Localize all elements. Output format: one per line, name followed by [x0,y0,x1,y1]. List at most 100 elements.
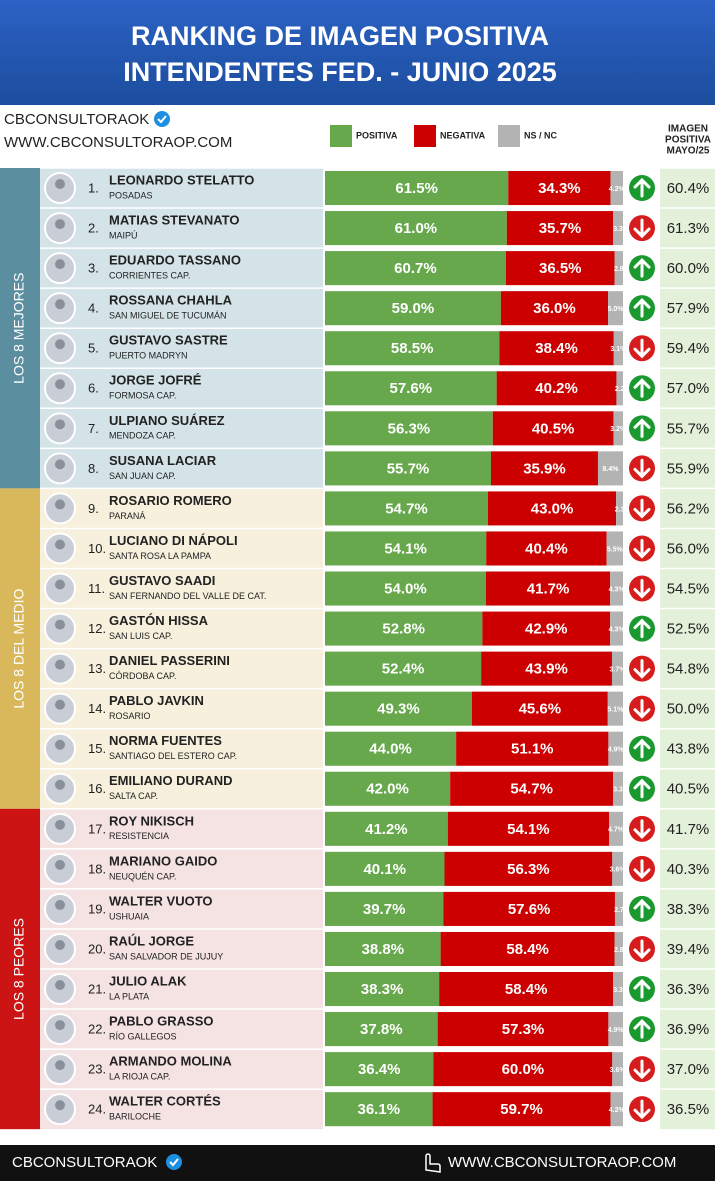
value-label: 35.7% [539,220,582,237]
value-label: 3.6% [610,1067,627,1074]
trend-arrow-glyph [633,1018,651,1039]
value-label: 57.3% [502,1021,545,1038]
trend-arrow-glyph [633,338,651,359]
value-label: 3.3 [613,787,623,794]
bar-segment [482,611,611,646]
value-label: 61.0% [395,220,438,237]
avatar-head [55,179,65,190]
value-label: 54.7% [385,500,428,517]
rank: 14. [88,701,106,716]
value-label: 37.8% [360,1021,403,1038]
mayor-name: PABLO GRASSO [109,1014,214,1029]
trend-arrow-glyph [633,699,651,719]
mayor-name: RAÚL JORGE [109,933,194,948]
bar-segment [612,851,623,886]
value-label: 38.3% [361,981,404,998]
website: WWW.CBCONSULTORAOP.COM [4,134,232,151]
value-label: 42.0% [366,781,409,798]
bar-segment [325,731,457,766]
trend-arrow-glyph [633,378,651,398]
value-label: 52.8% [382,621,425,638]
trend-arrow-glyph [633,939,651,960]
city: MAIPÚ [109,230,138,240]
bar-segment [597,451,623,486]
mayor-name: EMILIANO DURAND [109,773,233,788]
value-label: 5.1% [607,707,624,714]
previous-value: 41.7% [667,821,710,838]
trend-arrow-glyph [633,898,651,919]
value-label: 3.7% [610,666,627,673]
trend-arrow-glyph [633,458,651,479]
value-label: 2.2 [615,386,625,393]
rank: 22. [88,1022,106,1037]
mayor-name: ROY NIKISCH [109,813,194,828]
bar-segment [325,451,491,486]
mayor-name: EDUARDO TASSANO [109,253,241,268]
value-label: 42.9% [525,621,568,638]
bar-segment [614,891,623,926]
value-label: 55.7% [387,460,430,477]
value-label: 44.0% [369,741,412,758]
city: NEUQUÉN CAP. [109,871,176,881]
previous-value: 50.0% [667,701,710,718]
rank: 9. [88,501,99,516]
bar-segment [616,491,623,526]
legend-swatch [498,125,520,147]
city: SALTA CAP. [109,791,158,801]
bar-segment [481,651,612,686]
legend-label: NEGATIVA [440,130,486,140]
bar-segment [610,171,623,206]
bar-segment [433,1052,613,1087]
rank: 5. [88,341,99,356]
previous-value: 40.3% [667,861,710,878]
bar-segment [432,1092,611,1127]
mayor-name: ARMANDO MOLINA [109,1054,232,1069]
city: CORRIENTES CAP. [109,271,190,281]
rank: 23. [88,1062,106,1077]
avatar-head [55,579,65,590]
value-label: 36.1% [358,1101,401,1118]
city: USHUAIA [109,911,149,921]
bar-segment [325,771,451,806]
trend-arrow-glyph [633,859,651,879]
mayor-name: GUSTAVO SASTRE [109,333,228,348]
value-label: 3.1% [610,346,627,353]
footer-brand: CBCONSULTORAOK [12,1154,157,1171]
mayor-name: JULIO ALAK [109,973,187,988]
mayor-name: JORGE JOFRÉ [109,373,202,388]
bar-segment [325,331,500,366]
city: RÍO GALLEGOS [109,1031,177,1041]
bar-segment [447,811,609,846]
avatar-head [55,939,65,950]
trend-arrow-glyph [633,218,651,239]
rank: 13. [88,661,106,676]
value-label: 3.6% [610,867,627,874]
trend-arrow-glyph [633,819,651,839]
value-label: 4.3% [609,626,626,633]
bar-segment [492,411,614,446]
city: LA RIOJA CAP. [109,1072,170,1082]
value-label: 45.6% [519,701,562,718]
value-label: 56.3% [388,420,431,437]
previous-value: 56.2% [667,500,710,517]
trend-arrow-glyph [633,298,651,318]
value-label: 8.4% [602,466,619,473]
mayor-name: LUCIANO DI NÁPOLI [109,533,238,548]
previous-value: 36.9% [667,1021,710,1038]
group-band [0,808,40,1130]
mayor-name: ROSSANA CHAHLA [109,293,233,308]
value-label: 58.4% [506,941,549,958]
group-band [0,488,40,809]
chart-subtitle: INTENDENTES FED. - JUNIO 2025 [123,57,557,87]
city: SAN MIGUEL DE TUCUMÁN [109,311,227,321]
avatar-head [55,299,65,310]
bar-segment [325,691,472,726]
bar-segment [613,972,623,1007]
trend-arrow-glyph [633,778,651,799]
legend-label: NS / NC [524,130,558,140]
bar-segment [613,331,623,366]
trend-arrow-glyph [633,498,651,519]
value-label: 54.1% [384,540,427,557]
bar-segment [608,291,623,326]
value-label: 54.0% [384,580,427,597]
